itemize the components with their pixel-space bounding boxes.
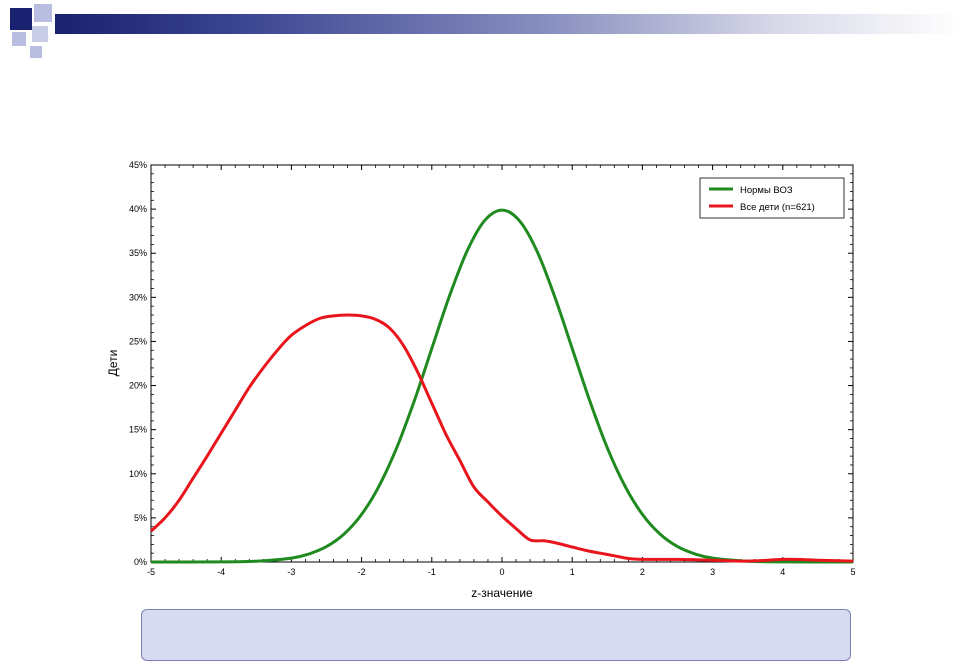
y-tick-label: 40% (129, 204, 147, 214)
y-tick-label: 25% (129, 336, 147, 346)
y-tick-label: 10% (129, 469, 147, 479)
series-line-who (151, 208, 853, 564)
x-tick-label: -5 (147, 567, 155, 577)
y-tick-label: 30% (129, 292, 147, 302)
x-tick-label: -3 (287, 567, 295, 577)
x-tick-label: 2 (640, 567, 645, 577)
y-tick-label: 45% (129, 160, 147, 170)
deco-square-dark (10, 8, 32, 30)
deco-square-light (32, 26, 48, 42)
legend-label-who: Нормы ВОЗ (740, 185, 793, 196)
legend: Нормы ВОЗ Все дети (n=621) (699, 177, 845, 219)
deco-square-light (12, 32, 26, 46)
x-axis-label: z-значение (471, 586, 533, 600)
x-tick-label: 5 (850, 567, 855, 577)
y-tick-label: 35% (129, 248, 147, 258)
x-tick-label: 3 (710, 567, 715, 577)
x-tick-label: 0 (499, 567, 504, 577)
x-tick-label: 1 (570, 567, 575, 577)
y-tick-label: 0% (134, 557, 147, 567)
deco-square-light (30, 46, 42, 58)
deco-square-light (34, 4, 52, 22)
x-tick-label: 4 (780, 567, 785, 577)
legend-label-children: Все дети (n=621) (740, 202, 815, 213)
x-tick-label: -1 (428, 567, 436, 577)
y-tick-label: 20% (129, 381, 147, 391)
x-tick-label: -4 (217, 567, 225, 577)
slide-title-bar (55, 14, 960, 34)
x-tick-label: -2 (358, 567, 366, 577)
y-axis-label: Дети (106, 350, 120, 377)
series-line-children (149, 313, 854, 563)
legend-box (699, 177, 845, 219)
y-tick-label: 15% (129, 425, 147, 435)
caption-box (141, 609, 851, 661)
plot-frame (150, 164, 854, 563)
y-tick-label: 5% (134, 513, 147, 523)
